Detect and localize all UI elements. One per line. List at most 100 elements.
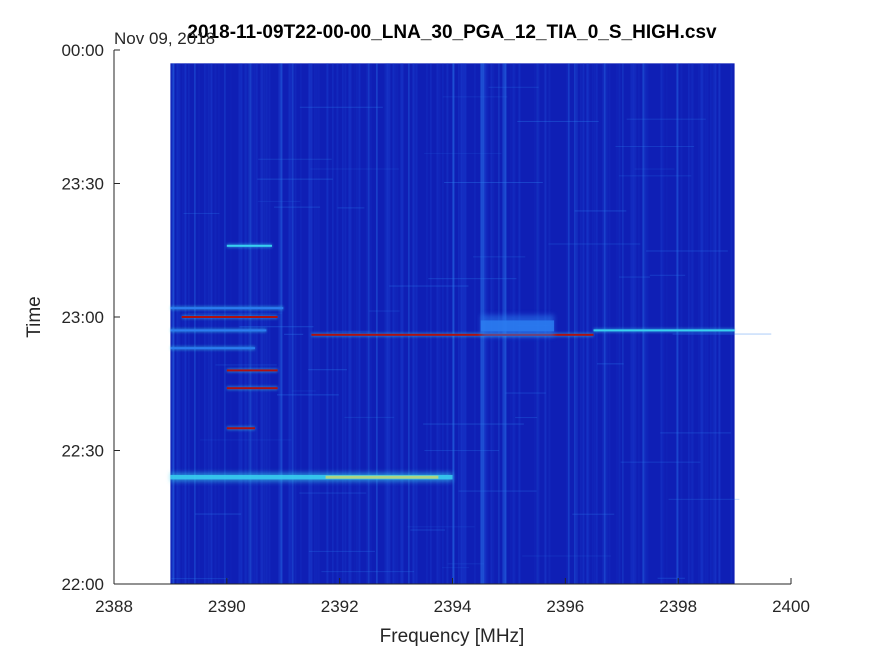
noise-stripe [240,63,243,585]
y-tick-label: 22:30 [61,442,104,461]
signal-line [170,307,284,310]
noise-speckle [441,567,470,569]
noise-stripe [204,63,206,585]
date-label: Nov 09, 2018 [114,29,215,48]
noise-stripe [676,63,679,585]
noise-stripe [184,63,187,585]
x-tick-label: 2392 [321,597,359,616]
noise-speckle [337,207,365,209]
noise-stripe [336,63,339,585]
noise-speckle [505,392,546,394]
noise-speckle [574,210,627,212]
noise-stripe [580,63,582,585]
noise-stripe [252,63,254,585]
noise-speckle [634,168,675,170]
noise-stripe [210,63,213,585]
noise-stripe [662,63,665,585]
noise-speckle [308,550,375,552]
noise-stripe [706,63,709,585]
noise-speckle [649,274,686,276]
noise-speckle [618,175,692,177]
signal-line [170,347,256,350]
noise-stripe [250,63,252,585]
noise-stripe [230,63,232,585]
noise-stripe [438,63,441,585]
noise-stripe [366,63,369,585]
noise-stripe [214,63,217,585]
noise-stripe [280,63,283,585]
noise-speckle [458,490,537,492]
noise-stripe [446,63,449,585]
noise-speckle [258,158,332,160]
noise-stripe [566,63,569,585]
signal-line [226,387,278,390]
noise-stripe [316,63,318,585]
x-ticks: 2388 2390 2392 2394 2396 2398 2400 [95,578,810,616]
noise-stripe [392,63,395,585]
signal-band-core [325,475,439,479]
noise-stripe [172,63,175,585]
signal-line [593,329,735,332]
noise-stripe [314,63,316,585]
noise-stripe [576,63,578,585]
noise-stripe [630,63,633,585]
noise-stripe [170,63,173,585]
noise-speckle [407,526,475,528]
noise-speckle [410,529,446,531]
noise-stripe [326,63,329,585]
noise-stripe [206,63,208,585]
noise-stripe [386,63,389,585]
noise-stripe [218,63,220,585]
noise-stripe [356,63,358,585]
noise-speckle [389,285,469,287]
noise-stripe [568,63,570,585]
noise-stripe [300,63,302,585]
noise-stripe [308,63,311,585]
noise-stripe [350,63,352,585]
noise-speckle [299,492,367,494]
noise-stripe [704,63,707,585]
x-tick-label: 2400 [772,597,810,616]
noise-speckle [515,417,538,419]
noise-speckle [572,513,615,515]
x-tick-label: 2396 [546,597,584,616]
noise-stripe [460,63,463,585]
noise-stripe [692,63,694,585]
y-tick-label: 00:00 [61,41,104,60]
noise-stripe [646,63,649,585]
x-tick-label: 2398 [659,597,697,616]
noise-stripe [376,63,378,585]
noise-stripe [348,63,351,585]
noise-speckle [187,312,283,314]
noise-stripe [730,63,733,585]
noise-stripe [414,63,417,585]
noise-stripe [368,63,370,585]
noise-speckle [646,250,728,252]
heatmap-image [170,63,772,585]
noise-stripe [608,63,611,585]
noise-stripe [310,63,313,585]
noise-stripe [698,63,700,585]
noise-stripe [318,63,320,585]
noise-stripe [248,63,251,585]
noise-stripe [400,63,403,585]
noise-stripe [344,63,347,585]
noise-speckle [668,498,740,500]
noise-stripe [332,63,334,585]
noise-speckle [277,394,339,396]
noise-stripe [718,63,721,585]
x-tick-label: 2390 [208,597,246,616]
noise-stripe [194,63,196,585]
noise-speckle [660,432,731,434]
noise-stripe [594,63,596,585]
noise-speckle [299,106,383,108]
noise-speckle [368,310,400,312]
noise-speckle [517,120,599,122]
noise-stripe [644,63,647,585]
noise-speckle [330,330,371,332]
y-tick-label: 23:30 [61,175,104,194]
noise-stripe [266,63,268,585]
noise-stripe [442,63,444,585]
noise-speckle [548,243,641,245]
noise-stripe [458,63,460,585]
